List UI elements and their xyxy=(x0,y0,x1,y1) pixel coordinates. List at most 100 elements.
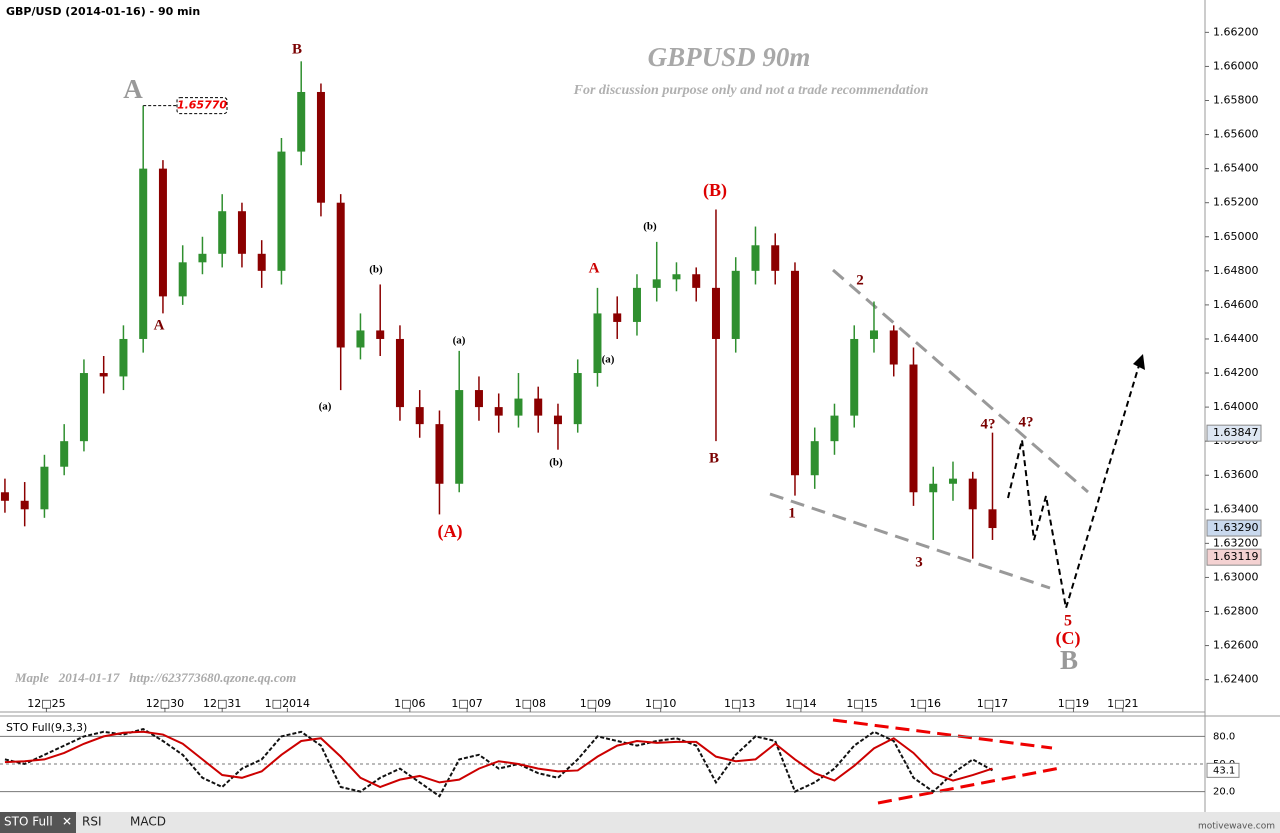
wave-label: (A) xyxy=(438,521,463,542)
wave-label: (a) xyxy=(453,335,466,347)
y-tick-label: 1.65000 xyxy=(1213,230,1259,243)
candle-body xyxy=(830,415,839,442)
x-tick-label: 1□06 xyxy=(394,697,425,710)
candle-body xyxy=(257,253,266,271)
tab-active[interactable] xyxy=(0,812,76,833)
high-tag-box xyxy=(176,97,228,115)
candle-body xyxy=(158,168,167,297)
candle-body xyxy=(573,373,582,425)
candle-body xyxy=(613,313,622,322)
y-tick-label: 1.64600 xyxy=(1213,298,1259,311)
chart-subtitle: For discussion purpose only and not a tr… xyxy=(573,83,929,98)
trend-lines xyxy=(769,268,1145,805)
sto-last-tag xyxy=(1206,762,1240,778)
y-tick-label: 1.63200 xyxy=(1213,536,1259,549)
candle-body xyxy=(632,287,641,322)
wave-label: (b) xyxy=(643,221,657,233)
candle-body xyxy=(534,398,543,416)
wave-label: A xyxy=(589,260,600,276)
x-tick-label: 1□13 xyxy=(724,697,755,710)
candle-body xyxy=(652,279,661,288)
sto-last-label: 43.1 xyxy=(1213,765,1235,776)
tab[interactable]: RSI xyxy=(82,815,102,829)
x-tick-label: 1□08 xyxy=(515,697,546,710)
tab[interactable]: MACD xyxy=(130,815,166,829)
wave-label: B xyxy=(1060,645,1078,675)
sto-line xyxy=(4,730,993,789)
candle-body xyxy=(731,270,740,339)
sto-tick-label: 20.0 xyxy=(1213,787,1235,798)
candle-body xyxy=(929,483,938,493)
footer: Maple 2014-01-17 http://623773680.qzone.… xyxy=(14,670,296,685)
y-tick-label: 1.62600 xyxy=(1213,639,1259,652)
candle-body xyxy=(455,390,464,484)
candle-body xyxy=(672,274,681,280)
sto-tick-label: 80.0 xyxy=(1213,731,1235,742)
y-tick-label: 1.65400 xyxy=(1213,162,1259,175)
candle-body xyxy=(198,253,207,263)
y-tick-label: 1.62800 xyxy=(1213,605,1259,618)
candle-body xyxy=(277,151,286,271)
candle-body xyxy=(790,270,799,476)
candle-body xyxy=(711,287,720,339)
candle-body xyxy=(988,509,997,529)
tab-close: ✕ xyxy=(62,815,72,829)
candle-body xyxy=(316,91,325,203)
candle-body xyxy=(948,478,957,484)
candle-body xyxy=(40,466,49,510)
x-tick-label: 12□30 xyxy=(146,697,184,710)
x-tick-label: 1□09 xyxy=(580,697,611,710)
forecast-path xyxy=(1007,361,1141,609)
candle-body xyxy=(593,313,602,374)
x-tick-label: 1□19 xyxy=(1058,697,1089,710)
chart-header: GBP/USD (2014-01-16) - 90 min xyxy=(6,5,200,18)
candle-body xyxy=(178,262,187,297)
y-tick-label: 1.63000 xyxy=(1213,570,1259,583)
wave-label: 5 xyxy=(1064,613,1072,630)
candle-body xyxy=(751,245,760,271)
candle-body xyxy=(336,202,345,348)
candle-body xyxy=(60,441,69,467)
watermark: motivewave.com xyxy=(1198,822,1275,832)
wave-label: 4? xyxy=(1019,414,1034,430)
chart-title: GBPUSD 90m xyxy=(648,42,811,72)
candle-body xyxy=(119,338,128,377)
candle-body xyxy=(376,330,385,339)
tab[interactable]: STO Full xyxy=(4,815,53,829)
candle-body xyxy=(218,211,227,254)
lower-trendline xyxy=(769,492,1051,590)
y-tick-label: 1.66000 xyxy=(1213,59,1259,72)
candle-body xyxy=(771,245,780,271)
forecast-arrowhead xyxy=(1133,354,1145,370)
sto-upper-line xyxy=(832,718,1053,750)
candle-body xyxy=(889,330,898,365)
candle-body xyxy=(20,500,29,510)
candle-body xyxy=(356,330,365,348)
y-tick-label: 1.64000 xyxy=(1213,400,1259,413)
price-tag xyxy=(1206,548,1262,566)
candle-body xyxy=(99,373,108,377)
wave-label: (b) xyxy=(369,264,383,276)
y-tick-label: 1.65800 xyxy=(1213,93,1259,106)
y-tick-label: 1.64800 xyxy=(1213,264,1259,277)
candle-body xyxy=(237,211,246,254)
x-tick-label: 1□10 xyxy=(645,697,676,710)
wave-label: 4? xyxy=(981,416,996,432)
upper-trendline xyxy=(832,268,1089,494)
y-tick-label: 1.66200 xyxy=(1213,25,1259,38)
wave-label: 2 xyxy=(856,272,864,288)
x-tick-label: 1□14 xyxy=(785,697,816,710)
y-tick-label: 1.65200 xyxy=(1213,196,1259,209)
price-tag xyxy=(1206,519,1262,537)
candles xyxy=(0,61,997,559)
indicator-title: STO Full(9,3,3) xyxy=(6,721,87,734)
wave-label: (C) xyxy=(1056,628,1081,649)
wave-label: B xyxy=(292,41,302,57)
wave-label: (B) xyxy=(703,180,727,201)
candle-body xyxy=(474,390,483,408)
candle-body xyxy=(395,338,404,408)
x-tick-label: 12□31 xyxy=(203,697,241,710)
candle-body xyxy=(553,415,562,425)
wave-label: B xyxy=(709,450,719,466)
